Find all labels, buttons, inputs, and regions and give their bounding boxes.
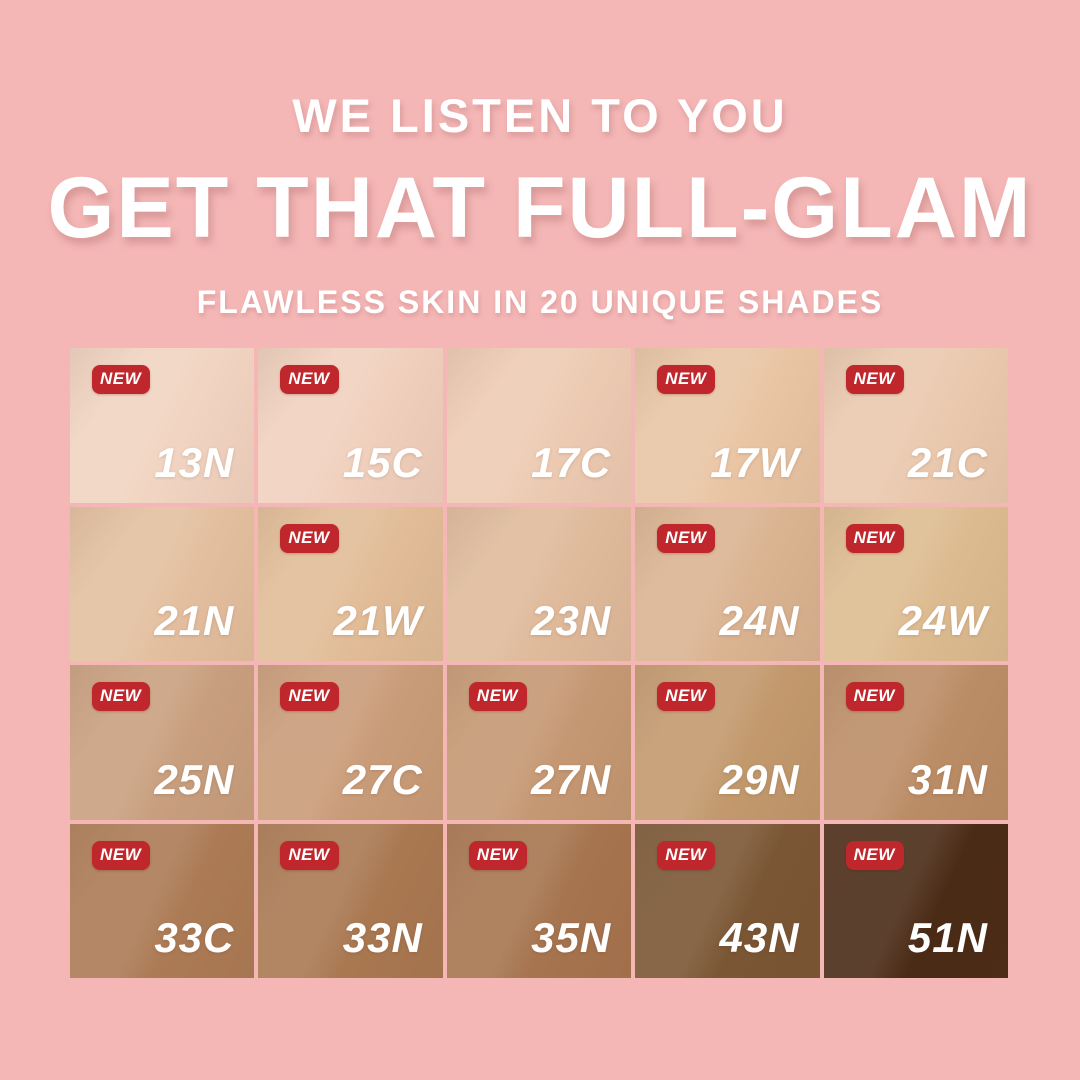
shade-label: 17C [531,438,612,486]
shade-label: 31N [907,755,988,803]
shade-swatch-21C: NEW 21C [823,348,1008,503]
shade-label: 29N [719,755,800,803]
shade-swatch-35N: NEW 35N [446,823,632,978]
new-badge: NEW [280,365,339,394]
shade-label: 24N [719,597,800,644]
shade-swatch-27C: NEW 27C [258,665,443,820]
shade-label: 27N [531,755,612,803]
shade-swatch-31N: NEW 31N [823,665,1008,820]
shade-label: 25N [154,755,235,803]
shade-label: 27C [342,755,423,803]
new-badge: NEW [845,523,904,553]
shade-label: 21C [907,438,988,486]
shade-swatch-24W: NEW 24W [823,506,1008,661]
shade-label: 13N [154,438,235,486]
shade-swatch-51N: NEW 51N [823,823,1008,978]
new-badge: NEW [468,682,527,711]
new-badge: NEW [845,365,904,394]
new-badge: NEW [468,840,527,870]
shade-swatch-25N: NEW 25N [70,665,255,820]
new-badge: NEW [280,682,339,711]
new-badge: NEW [845,840,904,870]
shade-swatch-17W: NEW 17W [635,348,820,503]
shade-swatch-21N: 21N [70,506,255,661]
shade-swatch-27N: NEW 27N [446,665,632,820]
new-badge: NEW [657,523,716,553]
new-badge: NEW [92,682,151,711]
new-badge: NEW [657,365,716,394]
header-subtitle: WE LISTEN TO YOU [292,89,788,142]
new-badge: NEW [657,840,716,870]
shade-swatch-13N: NEW 13N [70,348,255,503]
shade-swatch-15C: NEW 15C [258,348,443,503]
shade-label: 23N [531,597,612,644]
new-badge: NEW [845,682,904,711]
shade-label: 21N [154,597,235,644]
new-badge: NEW [280,523,339,553]
shade-label: 33N [342,914,423,961]
shade-label: 15C [342,438,423,486]
shade-grid: NEW 13N NEW 15C 17C NEW 17W NEW 21C 21N NEW 21W 23N N… [70,348,1008,978]
shade-swatch-23N: 23N [446,506,632,661]
shade-swatch-43N: NEW 43N [635,823,820,978]
shade-swatch-17C: 17C [446,348,632,503]
header: WE LISTEN TO YOU GET THAT FULL-GLAM FLAW… [0,0,1080,321]
new-badge: NEW [280,840,339,870]
header-title: GET THAT FULL-GLAM [47,160,1033,256]
shade-swatch-21W: NEW 21W [258,506,443,661]
new-badge: NEW [92,840,151,870]
shade-label: 51N [907,914,988,961]
shade-swatch-29N: NEW 29N [635,665,820,820]
header-tagline: FLAWLESS SKIN IN 20 UNIQUE SHADES [196,284,884,320]
new-badge: NEW [657,682,716,711]
shade-swatch-33N: NEW 33N [258,823,443,978]
shade-label: 43N [719,914,800,961]
shade-label: 33C [154,914,235,961]
shade-swatch-24N: NEW 24N [635,506,820,661]
shade-label: 24W [898,597,988,644]
shade-label: 17W [710,438,800,486]
shade-label: 21W [333,597,423,644]
shade-swatch-33C: NEW 33C [70,823,255,978]
shade-label: 35N [531,914,612,961]
new-badge: NEW [92,365,151,394]
